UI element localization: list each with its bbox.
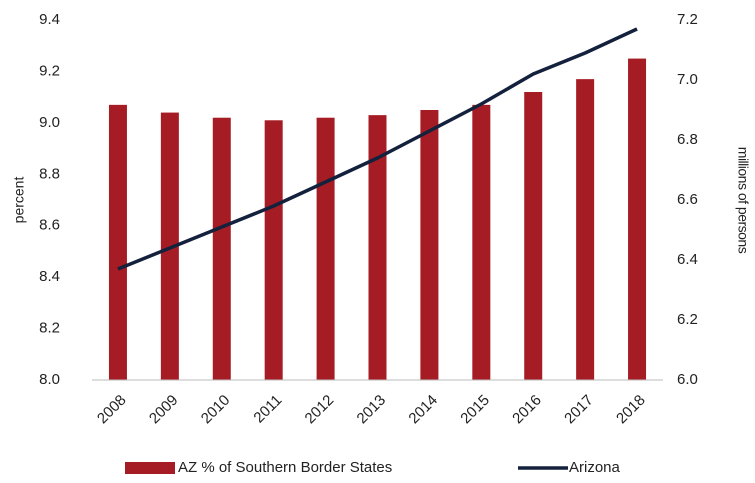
- y-tick-label: 9.2: [39, 62, 60, 79]
- y-tick-label: 9.4: [39, 11, 60, 28]
- y2-tick-label: 6.6: [677, 191, 698, 208]
- bar: [420, 110, 439, 380]
- y-tick-label: 8.8: [39, 165, 60, 182]
- bar: [368, 115, 387, 381]
- x-tick-label: 2009: [146, 392, 182, 428]
- bar: [472, 104, 491, 380]
- y-tick-label: 8.6: [39, 217, 60, 234]
- y-tick-label: 8.2: [39, 320, 60, 337]
- y2-tick-label: 6.8: [677, 131, 698, 148]
- x-tick-label: 2012: [302, 392, 338, 428]
- bar: [524, 92, 543, 380]
- x-tick-label: 2008: [94, 392, 130, 428]
- bar: [628, 58, 647, 380]
- line: [117, 27, 638, 271]
- y2-axis-title: millions of persons: [735, 147, 751, 254]
- bar: [316, 117, 335, 380]
- bar: [212, 117, 231, 380]
- x-tick-label: 2011: [250, 392, 285, 427]
- bar: [264, 120, 283, 381]
- y-axis-title: percent: [11, 177, 27, 224]
- x-tick-label: 2017: [561, 392, 597, 428]
- y-tick-label: 8.0: [39, 371, 60, 388]
- legend-label: AZ % of Southern Border States: [178, 459, 392, 476]
- y2-tick-label: 6.0: [677, 371, 698, 388]
- x-tick-label: 2013: [354, 392, 390, 428]
- x-tick-label: 2015: [457, 392, 493, 428]
- x-tick-label: 2014: [405, 392, 441, 428]
- y2-tick-label: 7.0: [677, 71, 698, 88]
- y2-tick-label: 7.2: [677, 11, 698, 28]
- legend-swatch: [125, 462, 175, 474]
- legend-label: Arizona: [569, 459, 621, 476]
- x-tick-label: 2010: [198, 392, 234, 428]
- y2-tick-label: 6.2: [677, 311, 698, 328]
- y2-tick-label: 6.4: [677, 251, 698, 268]
- bar: [576, 79, 595, 381]
- y-tick-label: 8.4: [39, 268, 60, 285]
- bar: [108, 104, 127, 380]
- y-tick-label: 9.0: [39, 114, 60, 131]
- x-tick-label: 2018: [613, 392, 649, 428]
- x-tick-label: 2016: [509, 392, 545, 428]
